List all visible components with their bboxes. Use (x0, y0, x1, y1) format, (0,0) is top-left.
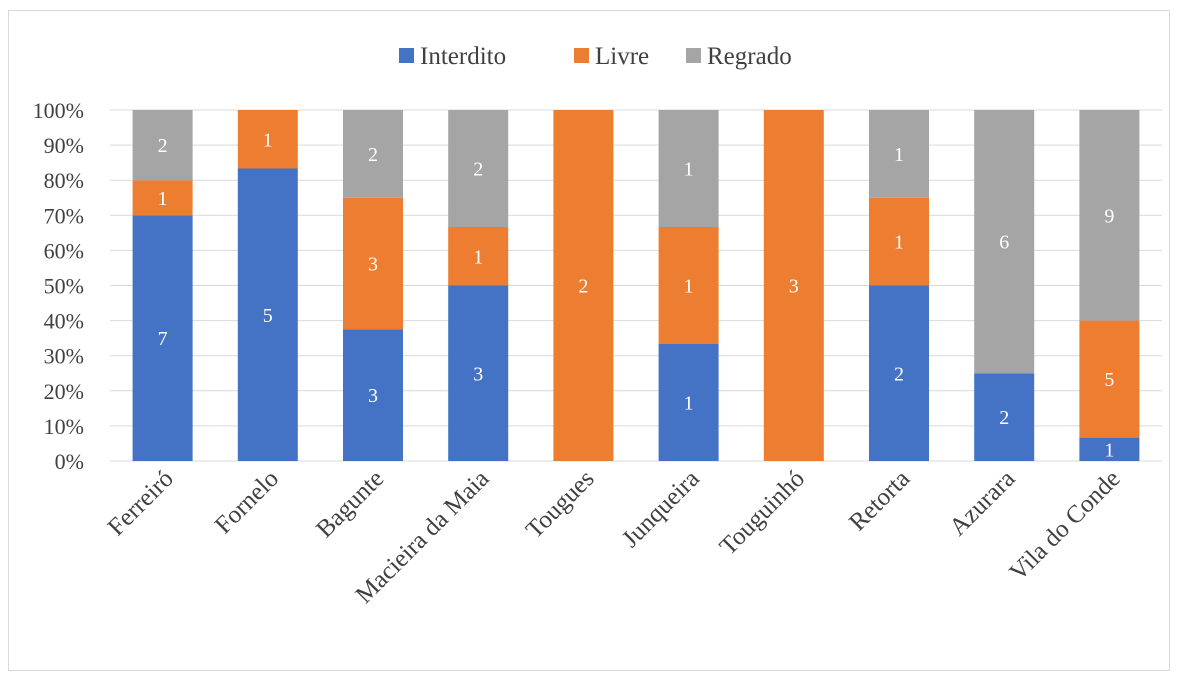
bar-interdito-bagunte (343, 329, 403, 461)
y-tick-label: 80% (44, 168, 84, 193)
x-tick-label: Bagunte (311, 465, 389, 543)
y-tick-label: 10% (44, 414, 84, 439)
y-axis-ticks: 0% 10% 20% 30% 40% 50% 60% 70% 80% 90% 100% (33, 98, 84, 474)
bar-livre-junqueira (658, 227, 719, 344)
bar-livre-bagunte (343, 197, 403, 330)
data-label: 1 (684, 159, 694, 181)
y-tick-label: 0% (55, 449, 84, 474)
x-tick-label: Junqueira (617, 465, 705, 553)
data-label: 1 (473, 246, 483, 268)
bar-interdito-fornelo (237, 168, 298, 461)
bar-regrado-azurara (974, 110, 1035, 374)
data-label: 1 (158, 188, 168, 210)
data-label: 1 (894, 144, 904, 166)
bars (132, 110, 1140, 461)
data-label: 3 (789, 276, 799, 298)
legend-swatch-interdito (399, 48, 414, 63)
data-label: 3 (473, 363, 483, 385)
data-label: 5 (263, 305, 273, 327)
bar-livre-macieira-da-maia (448, 227, 509, 286)
legend-swatch-livre (574, 48, 589, 63)
bar-livre-vila-do-conde (1079, 320, 1140, 438)
bar-regrado-retorta (869, 110, 929, 198)
bar-interdito-azurara (974, 373, 1035, 461)
bar-livre-fornelo (237, 110, 298, 169)
data-label: 1 (684, 276, 694, 298)
bar-regrado-vila-do-conde (1079, 110, 1140, 321)
bar-interdito-macieira-da-maia (448, 285, 509, 461)
bar-regrado-bagunte (343, 110, 403, 198)
bar-livre-retorta (869, 197, 929, 286)
legend-label-interdito: Interdito (420, 43, 506, 70)
data-label: 1 (894, 232, 904, 254)
data-label: 1 (1104, 439, 1114, 461)
data-label: 1 (684, 393, 694, 415)
data-label: 3 (368, 254, 378, 276)
y-tick-label: 100% (33, 98, 84, 123)
bar-livre-tougues (553, 110, 614, 461)
bar-regrado-macieira-da-maia (448, 110, 509, 227)
data-label: 9 (1104, 205, 1114, 227)
x-tick-label: Azurara (944, 465, 1020, 541)
x-tick-label: Touguinhó (715, 465, 810, 560)
data-label: 2 (158, 135, 168, 157)
x-tick-label: Retorta (844, 465, 915, 536)
data-label: 7 (158, 328, 168, 350)
data-label: 6 (999, 232, 1009, 254)
x-tick-label: Tougues (521, 465, 600, 544)
data-labels: 7 1 2 5 1 3 3 2 3 1 2 2 1 1 1 3 2 1 1 2 6 1 5 9 (158, 129, 1115, 461)
data-label: 2 (578, 276, 588, 298)
bar-interdito-junqueira (658, 344, 719, 461)
y-tick-label: 30% (44, 344, 84, 369)
data-label: 2 (999, 407, 1009, 429)
data-label: 2 (894, 363, 904, 385)
y-tick-label: 50% (44, 274, 84, 299)
bar-regrado-ferreiro (132, 110, 193, 181)
legend-label-livre: Livre (595, 43, 649, 70)
bar-interdito-ferreiro (132, 215, 193, 461)
legend: Interdito Livre Regrado (399, 43, 792, 70)
y-tick-label: 20% (44, 379, 84, 404)
y-tick-label: 90% (44, 133, 84, 158)
y-tick-label: 70% (44, 203, 84, 228)
legend-label-regrado: Regrado (707, 43, 792, 70)
x-tick-label: Vila do Conde (1005, 465, 1126, 586)
bar-interdito-vila-do-conde (1079, 437, 1140, 461)
bar-livre-touguinho (763, 110, 824, 461)
data-label: 3 (368, 385, 378, 407)
y-tick-label: 60% (44, 238, 84, 263)
x-tick-label: Ferreiró (103, 465, 179, 541)
data-label: 1 (263, 129, 273, 151)
y-tick-label: 40% (44, 309, 84, 334)
legend-swatch-regrado (686, 48, 701, 63)
data-label: 2 (368, 144, 378, 166)
bar-livre-ferreiro (132, 180, 193, 216)
data-label: 5 (1104, 369, 1114, 391)
data-label: 2 (473, 159, 483, 181)
bar-regrado-junqueira (658, 110, 719, 227)
bar-interdito-retorta (869, 285, 929, 461)
x-tick-label: Fornelo (210, 465, 284, 539)
